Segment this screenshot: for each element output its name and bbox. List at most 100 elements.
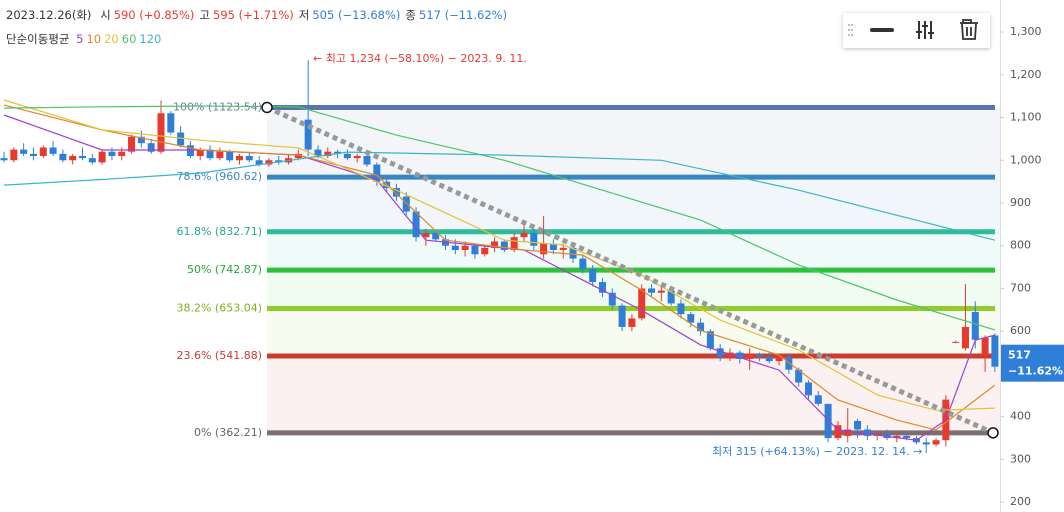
candle-body [697, 322, 705, 332]
line-style-button[interactable] [870, 28, 894, 32]
last-price-tag [1001, 344, 1064, 382]
fib-band [267, 107, 1000, 178]
header-label: 저 [298, 8, 310, 22]
candle-body [451, 245, 459, 251]
candle-body [981, 337, 989, 355]
last-price: 517 [1008, 349, 1031, 362]
candle-body [863, 429, 871, 436]
y-tick-label: 400 [1010, 410, 1031, 423]
candle-body [952, 341, 960, 343]
candle-body [540, 243, 548, 255]
candle-body [186, 145, 194, 156]
candle-body [922, 442, 930, 445]
candle-body [196, 149, 204, 156]
candle-body [854, 420, 862, 430]
candle-body [510, 237, 518, 251]
candle-body [265, 160, 273, 165]
candle-body [608, 292, 616, 306]
candle-body [844, 429, 852, 436]
candle-body [39, 147, 47, 156]
candle-body [422, 232, 430, 238]
ma-line [3, 104, 996, 431]
candle-body [294, 153, 302, 159]
fib-band [267, 270, 1000, 309]
header-label: 시 [100, 8, 111, 22]
candle-body [795, 369, 803, 383]
drag-handle[interactable] [848, 24, 853, 36]
candle-body [824, 403, 832, 439]
header-label: 종 [405, 8, 417, 22]
candle-body [98, 151, 106, 163]
candle-body [324, 151, 332, 156]
candle-body [500, 241, 508, 251]
candle-body [932, 440, 940, 445]
header: 2023.12.26(화) 시 590 (+0.85%) 고 595 (+1.71%)… [6, 7, 512, 23]
candle-body [59, 153, 67, 161]
toolbar [843, 13, 990, 48]
candle-body [206, 149, 214, 159]
candle-body [814, 395, 822, 404]
y-tick-label: 700 [1010, 281, 1031, 294]
fib-label: 0% (362.21) [194, 426, 262, 439]
candle-body [618, 305, 626, 327]
candle-body [765, 356, 773, 362]
candle-body [667, 290, 675, 304]
header-value: 590 (+0.85%) [113, 8, 195, 22]
legend-title: 단순이동평균 [6, 32, 70, 46]
settings-button[interactable] [916, 21, 934, 39]
candle-body [706, 331, 714, 349]
candle-body [402, 196, 410, 212]
candle-body [157, 113, 165, 152]
candle-body [638, 288, 646, 319]
trend-handle [261, 101, 273, 114]
candle-body [971, 311, 979, 340]
fib-label: 38.2% (653.04) [176, 302, 262, 315]
candle-body [304, 119, 312, 150]
candle-body [991, 335, 999, 367]
legend-entry: 60 [121, 32, 137, 46]
candle-body [834, 425, 842, 439]
candle-body [589, 269, 597, 283]
candle-body [49, 147, 57, 154]
date: 2023.12.26(화) [6, 8, 92, 22]
legend-entry: 10 [86, 32, 102, 46]
candle-body [432, 232, 440, 240]
candle-body [804, 382, 812, 396]
y-tick-label: 1,300 [1010, 25, 1042, 38]
y-tick-label: 1,200 [1010, 68, 1042, 81]
y-tick-label: 900 [1010, 196, 1031, 209]
candle-body [569, 247, 577, 259]
fib-label: 78.6% (960.62) [176, 170, 262, 183]
candle-body [491, 241, 499, 248]
candle-body [736, 352, 744, 359]
trend-line [265, 105, 995, 436]
fib-band [267, 231, 1000, 271]
candle-body [147, 143, 155, 152]
candle-body [137, 136, 145, 144]
candle-body [903, 435, 911, 439]
candle-body [893, 435, 901, 439]
candle-body [255, 160, 263, 165]
delete-button[interactable] [960, 19, 978, 40]
candle-body [29, 153, 37, 156]
candle-body [628, 318, 636, 327]
candle-body [88, 158, 96, 163]
candle-body [314, 149, 322, 156]
fib-band [267, 308, 1000, 357]
candle-body [334, 151, 342, 154]
candle-body [167, 113, 175, 133]
fib-label: 61.8% (832.71) [176, 225, 262, 238]
y-tick-label: 600 [1010, 324, 1031, 337]
toolbar-icons [848, 19, 978, 40]
candle-body [343, 153, 351, 159]
candle-body [677, 303, 685, 315]
candle-body [245, 155, 253, 161]
candle-body [520, 232, 528, 238]
ma-line [3, 99, 995, 411]
candle-body [471, 245, 479, 255]
fib-label: 100% (1123.54) [173, 100, 262, 113]
candle-body [392, 188, 400, 197]
legend-entry: 120 [139, 32, 162, 46]
legend: 단순이동평균 5 10 20 60 120 [6, 31, 164, 47]
